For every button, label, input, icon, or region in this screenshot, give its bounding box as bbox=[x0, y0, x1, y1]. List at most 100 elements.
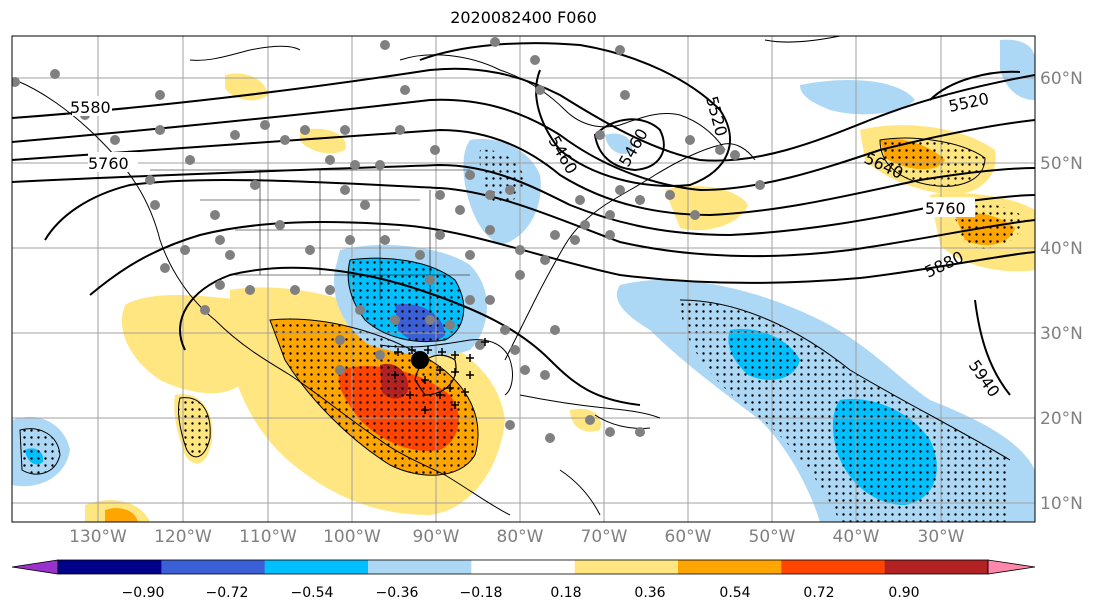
plus-marker bbox=[436, 366, 444, 374]
station-dot bbox=[515, 245, 525, 255]
station-dot bbox=[50, 69, 60, 79]
longitude-ticks: 130°W 120°W 110°W 100°W 90°W 80°W 70°W 6… bbox=[69, 527, 965, 547]
plus-marker bbox=[451, 351, 459, 359]
station-dot bbox=[580, 220, 590, 230]
lat-tick: 20°N bbox=[1040, 409, 1083, 429]
lat-tick: 10°N bbox=[1040, 494, 1083, 514]
colorbar-ticks: −0.90 −0.72 −0.54 −0.36 −0.18 0.18 0.36 … bbox=[122, 585, 920, 601]
latitude-ticks: 60°N 50°N 40°N 30°N 20°N 10°N bbox=[1040, 69, 1083, 514]
station-dot bbox=[355, 305, 365, 315]
contour-label: 5520 bbox=[702, 94, 731, 138]
station-dot bbox=[550, 325, 560, 335]
colorbar-segment bbox=[471, 560, 576, 574]
station-dot bbox=[490, 37, 500, 47]
colorbar-tick: 0.72 bbox=[803, 585, 834, 601]
station-dot bbox=[485, 225, 495, 235]
plus-marker bbox=[421, 376, 429, 384]
station-dot bbox=[400, 85, 410, 95]
station-dot bbox=[150, 200, 160, 210]
station-dot bbox=[550, 230, 560, 240]
station-dot bbox=[615, 45, 625, 55]
station-dot bbox=[350, 160, 360, 170]
station-dot bbox=[110, 135, 120, 145]
colorbar-segment bbox=[264, 560, 369, 574]
colorbar-tick: −0.90 bbox=[122, 585, 165, 601]
colorbar-segment bbox=[368, 560, 472, 574]
station-dot bbox=[635, 427, 645, 437]
lat-tick: 60°N bbox=[1040, 69, 1083, 89]
contour-label: 5760 bbox=[925, 199, 966, 218]
colorbar-tick: 0.90 bbox=[888, 585, 919, 601]
contour-label: 5460 bbox=[545, 133, 582, 178]
station-dot bbox=[515, 270, 525, 280]
station-dot bbox=[12, 77, 20, 87]
station-dot bbox=[425, 275, 435, 285]
station-dot bbox=[545, 433, 555, 443]
station-dot bbox=[325, 285, 335, 295]
plus-marker bbox=[436, 391, 444, 399]
station-dot bbox=[575, 195, 585, 205]
colorbar-segment bbox=[574, 560, 679, 574]
station-dot bbox=[415, 250, 425, 260]
station-dot bbox=[380, 235, 390, 245]
station-dot bbox=[430, 145, 440, 155]
station-dot bbox=[375, 160, 385, 170]
plus-marker bbox=[438, 348, 446, 356]
contour-label: 5580 bbox=[70, 98, 111, 117]
station-dot bbox=[340, 125, 350, 135]
station-dot bbox=[535, 85, 545, 95]
station-dot bbox=[435, 190, 445, 200]
plus-marker bbox=[406, 391, 414, 399]
lon-tick: 30°W bbox=[918, 527, 965, 547]
colorbar-segment bbox=[781, 560, 886, 574]
station-dot bbox=[155, 90, 165, 100]
station-dot bbox=[215, 235, 225, 245]
plus-marker bbox=[446, 384, 454, 392]
colorbar-arrow-low bbox=[11, 559, 59, 575]
colorbar-tick: −0.18 bbox=[460, 585, 503, 601]
station-dots bbox=[12, 37, 765, 443]
lat-tick: 50°N bbox=[1040, 154, 1083, 174]
station-dot bbox=[260, 120, 270, 130]
station-dot bbox=[500, 325, 510, 335]
station-dot bbox=[210, 210, 220, 220]
colorbar-tick: 0.36 bbox=[634, 585, 665, 601]
colorbar-tick: −0.54 bbox=[291, 585, 334, 601]
station-dot bbox=[615, 185, 625, 195]
lon-tick: 110°W bbox=[239, 527, 297, 547]
lon-tick: 120°W bbox=[154, 527, 212, 547]
lon-tick: 50°W bbox=[749, 527, 796, 547]
contour-label: 5880 bbox=[922, 247, 967, 281]
station-dot bbox=[690, 210, 700, 220]
station-dot bbox=[360, 200, 370, 210]
plus-marker bbox=[466, 371, 474, 379]
colorbar-frame bbox=[57, 559, 989, 575]
plus-marker bbox=[466, 354, 474, 362]
coastlines bbox=[14, 36, 841, 516]
station-dot bbox=[180, 245, 190, 255]
station-dot bbox=[435, 230, 445, 240]
station-dot bbox=[145, 175, 155, 185]
station-dot bbox=[585, 415, 595, 425]
plus-marker bbox=[451, 401, 459, 409]
station-dot bbox=[505, 185, 515, 195]
station-dot bbox=[505, 420, 515, 430]
station-dot bbox=[510, 345, 520, 355]
station-dot bbox=[485, 190, 495, 200]
station-dot bbox=[275, 220, 285, 230]
colorbar-tick: −0.72 bbox=[206, 585, 249, 601]
lon-tick: 100°W bbox=[323, 527, 381, 547]
station-dot bbox=[335, 365, 345, 375]
station-dot bbox=[605, 210, 615, 220]
station-dot bbox=[445, 320, 455, 330]
station-dot bbox=[290, 285, 300, 295]
station-dot bbox=[200, 305, 210, 315]
plus-marker bbox=[461, 388, 469, 396]
plus-marker bbox=[391, 371, 399, 379]
station-dot bbox=[540, 255, 550, 265]
hurricane-marker bbox=[411, 351, 429, 369]
station-dot bbox=[540, 370, 550, 380]
station-dot bbox=[665, 190, 675, 200]
colorbar-segment bbox=[161, 560, 266, 574]
